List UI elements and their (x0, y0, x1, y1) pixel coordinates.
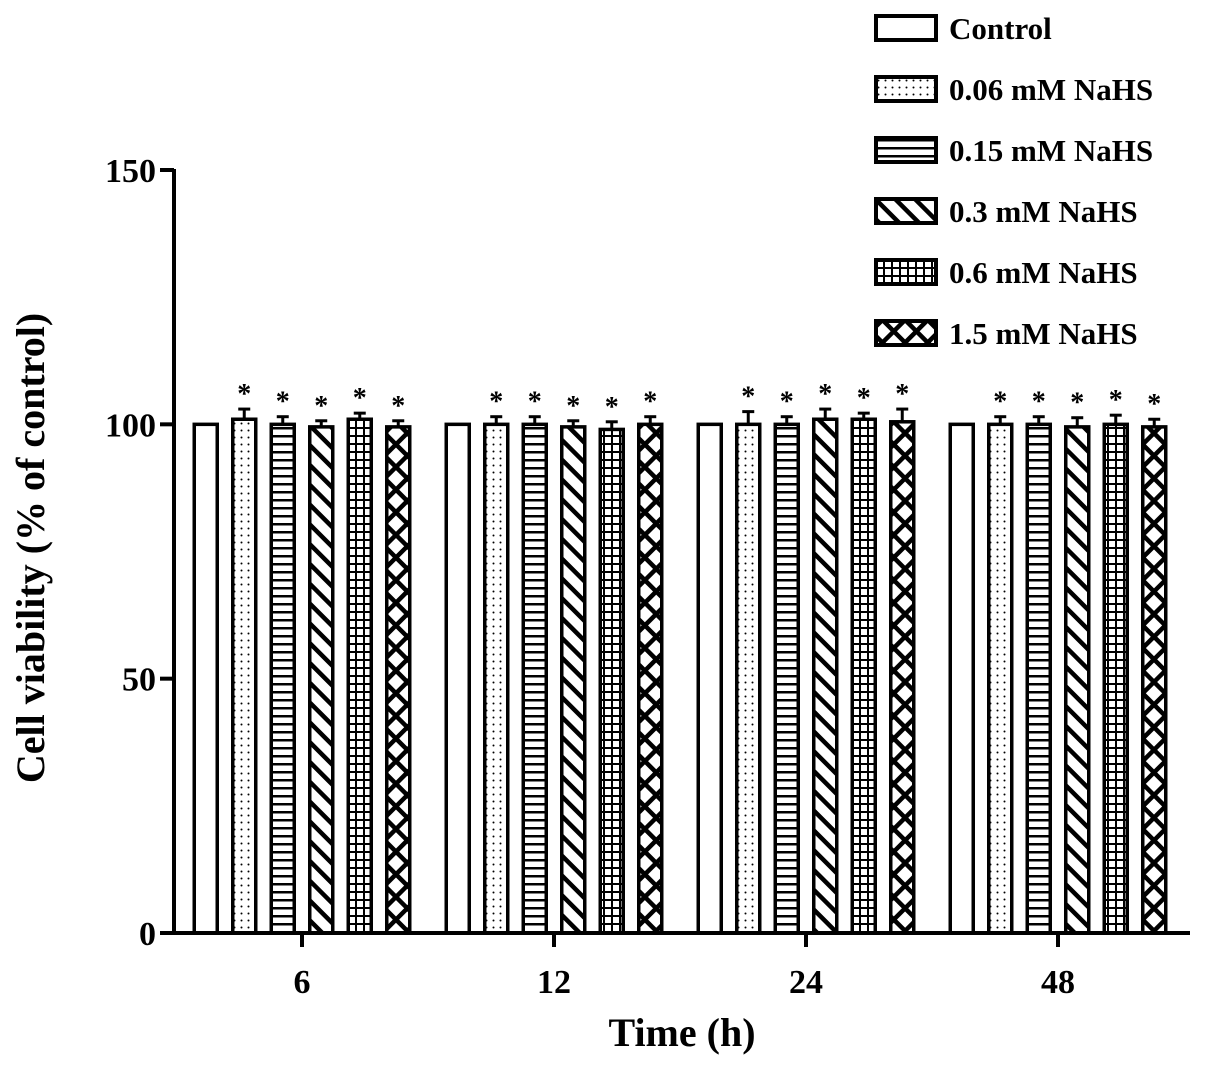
significance-star-2-2: * (780, 387, 794, 418)
bar-4-0 (346, 417, 373, 935)
legend-entry-1: 0.06 mM NaHS (874, 72, 1153, 107)
legend-swatch-0 (874, 14, 938, 42)
legend-entry-2: 0.15 mM NaHS (874, 133, 1153, 168)
error-bar-5-1 (644, 415, 657, 425)
error-bar-1-2 (742, 410, 755, 425)
bar-1-2 (735, 422, 762, 935)
legend-entry-3: 0.3 mM NaHS (874, 194, 1138, 229)
significance-star-1-0: * (237, 379, 251, 410)
legend-label-1: 0.06 mM NaHS (949, 72, 1153, 107)
x-tick-label-48: 48 (1041, 964, 1075, 1001)
legend-entry-5: 1.5 mM NaHS (874, 316, 1138, 351)
significance-star-4-1: * (605, 392, 619, 423)
legend-label-4: 0.6 mM NaHS (949, 255, 1138, 290)
error-bar-2-2 (780, 415, 793, 425)
error-bar-3-0 (315, 419, 328, 427)
y-tick-label-50: 50 (122, 662, 156, 699)
bar-2-3 (1025, 422, 1052, 935)
legend-entry-4: 0.6 mM NaHS (874, 255, 1138, 290)
bar-0-2 (696, 422, 723, 935)
error-bar-2-1 (528, 415, 541, 425)
error-bar-2-3 (1032, 415, 1045, 425)
bar-3-1 (560, 425, 587, 935)
significance-star-1-2: * (741, 382, 755, 413)
bar-0-3 (948, 422, 975, 935)
bar-5-1 (637, 422, 664, 935)
significance-star-3-2: * (818, 379, 832, 410)
bar-2-1 (521, 422, 548, 935)
error-bar-4-2 (857, 411, 870, 420)
error-bar-3-3 (1071, 416, 1084, 427)
legend-label-2: 0.15 mM NaHS (949, 133, 1153, 168)
error-bar-5-2 (896, 407, 909, 422)
bar-5-2 (889, 420, 916, 935)
bar-1-1 (483, 422, 510, 935)
significance-star-5-3: * (1147, 389, 1161, 420)
legend-swatch-1 (874, 75, 938, 103)
x-tick-label-6: 6 (294, 964, 311, 1001)
significance-star-4-3: * (1109, 385, 1123, 416)
significance-star-3-1: * (566, 391, 580, 422)
y-tick-label-150: 150 (105, 153, 156, 190)
error-bar-5-0 (392, 419, 405, 427)
bar-0-0 (192, 422, 219, 935)
legend-swatch-2 (874, 136, 938, 164)
bar-3-2 (812, 417, 839, 935)
error-bar-2-0 (276, 415, 289, 425)
legend-label-5: 1.5 mM NaHS (949, 316, 1138, 351)
axes-layer: 0 50 100 150 6 12 24 48 (105, 153, 1190, 1001)
bar-5-0 (385, 425, 412, 935)
legend-entry-0: Control (874, 11, 1052, 46)
x-tick-label-12: 12 (537, 964, 571, 1001)
error-bar-1-1 (490, 415, 503, 425)
significance-star-2-0: * (276, 387, 290, 418)
significance-star-3-3: * (1070, 388, 1084, 419)
error-bar-1-0 (238, 407, 251, 420)
bar-1-0 (231, 417, 258, 935)
y-tick-label-100: 100 (105, 407, 156, 444)
significance-star-1-3: * (993, 387, 1007, 418)
error-bar-3-1 (567, 419, 580, 427)
error-bar-3-2 (819, 407, 832, 420)
error-bar-4-3 (1109, 413, 1122, 425)
bar-3-0 (308, 425, 335, 935)
legend-swatch-4 (874, 258, 938, 286)
legend-swatch-5 (874, 319, 938, 347)
legend: Control 0.06 mM NaHS 0.15 mM NaHS 0.3 mM Na… (874, 11, 1153, 351)
bar-5-3 (1141, 425, 1168, 935)
bar-1-3 (987, 422, 1014, 935)
x-tick-label-24: 24 (789, 964, 823, 1001)
significance-star-4-2: * (857, 383, 871, 414)
significance-star-4-0: * (353, 383, 367, 414)
significance-star-1-1: * (489, 387, 503, 418)
bar-2-0 (269, 422, 296, 935)
significance-star-5-2: * (895, 379, 909, 410)
significance-star-2-3: * (1032, 387, 1046, 418)
bar-4-1 (598, 427, 625, 935)
y-tick-label-0: 0 (139, 916, 156, 953)
bars-layer: * * * * * * * * * * * * * * * * * * * * (192, 379, 1168, 935)
significance-star-3-0: * (314, 391, 328, 422)
bar-4-2 (850, 417, 877, 935)
legend-swatch-3 (874, 197, 938, 225)
x-axis-title: Time (h) (608, 1010, 755, 1055)
significance-star-5-1: * (643, 387, 657, 418)
error-bar-1-3 (994, 415, 1007, 425)
bar-0-1 (444, 422, 471, 935)
legend-label-0: Control (949, 11, 1052, 46)
error-bar-4-0 (353, 411, 366, 420)
bar-3-3 (1064, 425, 1091, 935)
bar-2-2 (773, 422, 800, 935)
error-bar-4-1 (605, 420, 618, 430)
legend-label-3: 0.3 mM NaHS (949, 194, 1138, 229)
error-bar-5-3 (1148, 417, 1161, 427)
significance-star-2-1: * (528, 387, 542, 418)
bar-4-3 (1102, 422, 1129, 935)
y-axis-title: Cell viability (% of control) (8, 313, 53, 783)
significance-star-5-0: * (391, 391, 405, 422)
